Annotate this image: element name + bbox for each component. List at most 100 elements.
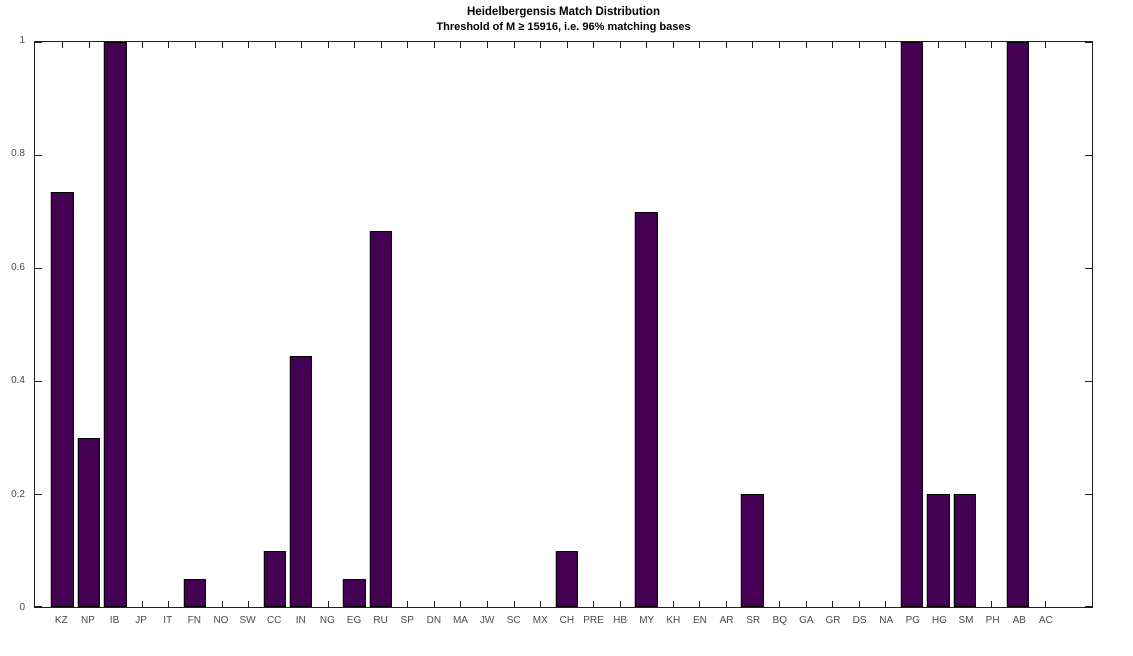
bar-RU <box>369 231 392 607</box>
x-tick-label-JP: JP <box>135 615 147 626</box>
y-tick-left-0.8 <box>35 154 42 156</box>
x-tick-label-EN: EN <box>692 615 707 626</box>
y-tick-left-1 <box>35 42 42 43</box>
x-tick-bottom-KH <box>672 601 674 607</box>
bar-IN <box>290 355 313 607</box>
bar-slot-MA <box>447 42 474 607</box>
x-tick-bottom-JP <box>141 601 143 607</box>
x-tick-bottom-IT <box>168 601 170 607</box>
x-tick-label-MX: MX <box>532 615 548 626</box>
x-tick-label-HG: HG <box>931 615 947 626</box>
bar-slot-NO <box>208 42 235 607</box>
x-tick-label-CH: CH <box>559 615 575 626</box>
bar-SM <box>953 494 977 607</box>
x-tick-label-AB: AB <box>1012 615 1026 626</box>
bar-PG <box>900 42 923 607</box>
x-tick-top-HG <box>938 42 940 48</box>
y-tick-label-1: 1 <box>19 35 25 46</box>
bar-slot-MX <box>527 42 554 607</box>
x-tick-top-PH <box>991 42 993 48</box>
bar-slot-GA <box>792 42 819 607</box>
x-tick-top-JP <box>141 42 143 48</box>
x-tick-label-NO: NO <box>213 615 229 626</box>
x-tick-label-DN: DN <box>426 615 442 626</box>
x-tick-top-CC <box>274 42 276 48</box>
x-tick-top-AC <box>1044 42 1046 48</box>
bar-slot-SW <box>235 42 262 607</box>
x-tick-label-IT: IT <box>163 615 173 626</box>
x-tick-bottom-MX <box>540 601 542 607</box>
x-tick-label-GR: GR <box>825 615 841 626</box>
chart-title: Heidelbergensis Match Distribution <box>467 6 660 18</box>
x-tick-label-SP: SP <box>400 615 414 626</box>
x-tick-label-NP: NP <box>80 615 95 626</box>
bar-EG <box>343 578 366 607</box>
plot-area <box>34 41 1093 608</box>
x-tick-top-EG <box>354 42 356 48</box>
bar-slot-AC <box>1031 42 1058 607</box>
x-tick-top-MX <box>540 42 542 48</box>
bar-FN <box>183 578 207 607</box>
x-tick-bottom-SP <box>407 601 409 607</box>
x-tick-label-PH: PH <box>985 615 1000 626</box>
x-tick-bottom-HB <box>619 601 621 607</box>
y-tick-left-0.2 <box>35 493 42 495</box>
x-tick-top-SP <box>407 42 409 48</box>
x-tick-top-SR <box>752 42 754 48</box>
x-tick-label-DS: DS <box>852 615 867 626</box>
bar-NP <box>77 437 100 607</box>
y-tick-right-0.2 <box>1085 493 1092 495</box>
x-tick-top-FN <box>195 42 196 48</box>
bar-slot-NG <box>314 42 341 607</box>
bar-slot-SC <box>500 42 527 607</box>
y-tick-label-0.4: 0.4 <box>11 375 25 387</box>
x-tick-top-JW <box>487 42 489 48</box>
x-tick-bottom-DS <box>858 601 860 607</box>
x-tick-label-IB: IB <box>109 615 120 626</box>
x-tick-bottom-NG <box>327 601 329 607</box>
x-tick-bottom-SW <box>248 601 250 607</box>
y-axis-tick-labels: 0 0.2 0.4 0.6 0.8 1 <box>0 36 29 613</box>
y-tick-right-0.6 <box>1085 267 1092 269</box>
bar-slot-BQ <box>766 42 793 607</box>
x-tick-label-SC: SC <box>506 615 521 626</box>
bar-slot-PRE <box>580 42 607 607</box>
bar-SR <box>741 494 764 607</box>
y-tick-label-0.8: 0.8 <box>11 148 25 160</box>
x-tick-top-MY <box>646 42 648 48</box>
x-tick-top-SM <box>964 42 966 48</box>
x-tick-label-EG: EG <box>346 615 362 626</box>
bar-slot-RU <box>368 42 395 607</box>
bar-CH <box>555 550 578 607</box>
x-tick-label-NG: NG <box>319 615 335 626</box>
x-tick-bottom-JW <box>487 601 489 607</box>
x-tick-bottom-AC <box>1044 601 1046 607</box>
bar-slot-HG <box>925 42 952 607</box>
bar-slot-JP <box>129 42 156 607</box>
bar-slot-EN <box>686 42 713 607</box>
x-tick-top-PRE <box>593 42 595 48</box>
x-tick-label-SM: SM <box>958 615 974 626</box>
x-tick-bottom-NA <box>885 601 887 607</box>
x-tick-bottom-SC <box>513 601 515 607</box>
y-tick-right-1 <box>1085 42 1092 43</box>
x-tick-label-SW: SW <box>239 615 256 626</box>
bar-slot-PH <box>978 42 1005 607</box>
x-tick-top-NA <box>885 42 887 48</box>
bar-slot-KH <box>660 42 687 607</box>
bar-slot-NA <box>872 42 899 607</box>
x-tick-bottom-AR <box>725 601 727 607</box>
y-tick-right-0 <box>1085 606 1092 607</box>
bar-slot-DN <box>421 42 448 607</box>
x-tick-bottom-PH <box>991 601 993 607</box>
x-tick-label-PG: PG <box>905 615 921 626</box>
y-tick-left-0.4 <box>35 380 42 382</box>
x-tick-top-DN <box>433 42 435 48</box>
x-tick-top-NO <box>221 42 223 48</box>
title-block: Heidelbergensis Match Distribution Thres… <box>34 4 1093 35</box>
x-tick-label-RU: RU <box>373 615 388 626</box>
y-tick-left-0.6 <box>35 267 42 269</box>
x-tick-bottom-EN <box>699 601 701 607</box>
bar-slot-CC <box>261 42 288 607</box>
